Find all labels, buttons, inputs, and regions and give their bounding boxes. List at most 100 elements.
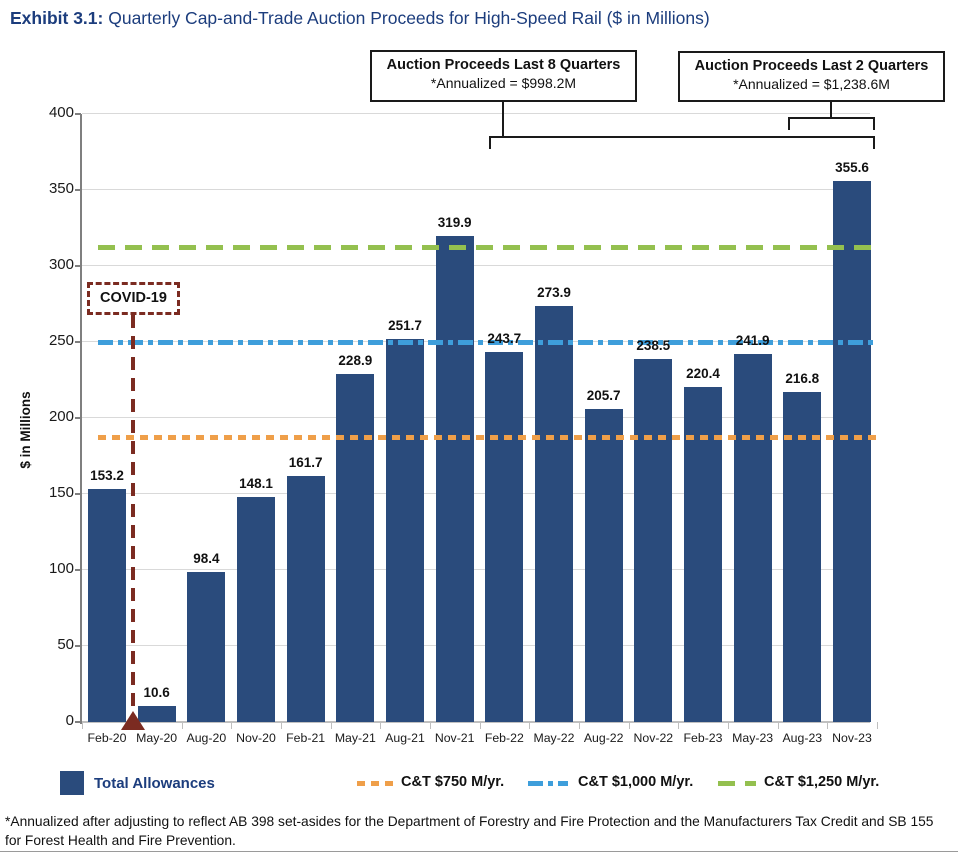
bar-feb-21 <box>286 476 325 722</box>
legend-label-total-allowances: Total Allowances <box>94 775 215 792</box>
ref-line-2 <box>98 245 878 250</box>
y-axis-line <box>80 114 82 724</box>
x-tick-label: May-23 <box>732 731 774 745</box>
x-axis-tick <box>330 722 332 729</box>
bracket-last2-span <box>788 117 875 119</box>
bar-value-label: 216.8 <box>785 371 820 387</box>
y-axis-tick <box>75 113 81 115</box>
legend-swatch-total-allowances <box>60 771 84 795</box>
bar-feb-22 <box>485 351 524 722</box>
bar-value-label: 161.7 <box>288 455 323 471</box>
y-tick-label-50: 50 <box>57 636 74 653</box>
x-tick-label: Aug-23 <box>782 731 823 745</box>
ref-line-1 <box>98 340 878 345</box>
x-tick-label: Nov-21 <box>434 731 475 745</box>
y-axis-tick <box>75 493 81 495</box>
footnote: *Annualized after adjusting to reflect A… <box>5 814 934 848</box>
bar-value-label: 220.4 <box>686 365 720 381</box>
y-axis-tick <box>75 341 81 343</box>
x-tick-label: May-21 <box>334 731 376 745</box>
x-axis-tick <box>877 722 879 729</box>
legend-label-ct-1000: C&T $1,000 M/yr. <box>578 774 694 790</box>
bar-may-20 <box>137 705 176 722</box>
x-axis-tick <box>777 722 779 729</box>
y-tick-label-350: 350 <box>48 180 74 197</box>
bracket-last8-connector <box>502 102 504 137</box>
x-axis-tick <box>678 722 680 729</box>
x-tick-label: Nov-22 <box>633 731 674 745</box>
bar-value-label: 319.9 <box>437 214 472 230</box>
legend-swatch-ct-1000-line <box>528 781 568 786</box>
x-axis-tick <box>529 722 531 729</box>
x-axis-tick <box>281 722 283 729</box>
y-tick-label-150: 150 <box>48 484 74 501</box>
bar-aug-23 <box>783 392 822 722</box>
gridline-400 <box>82 113 870 114</box>
bar-chart-plot-area: 153.2 Feb-20 10.6 May-20 98.4 Aug-20 148.1 Nov-… <box>82 113 888 745</box>
y-tick-label-100: 100 <box>48 560 74 577</box>
covid-19-arrow-marker <box>121 711 145 730</box>
legend-swatch-ct-750-line <box>357 781 393 786</box>
covid-19-annotation-box: COVID-19 <box>87 282 180 315</box>
bar-value-label: 205.7 <box>586 388 621 404</box>
x-tick-label: Feb-23 <box>683 731 723 745</box>
bar-value-label: 251.7 <box>388 318 422 334</box>
annotation-box-last-8-quarters: Auction Proceeds Last 8 Quarters *Annual… <box>370 50 637 102</box>
y-tick-label-400: 400 <box>48 104 74 121</box>
bar-feb-20 <box>88 489 126 722</box>
bar-may-23 <box>733 354 772 722</box>
gridline-100 <box>82 569 870 570</box>
gridline-200 <box>82 417 870 418</box>
gridline-0 <box>82 721 870 723</box>
bar-value-label: 238.5 <box>636 338 671 354</box>
bracket-last8-right-tick <box>873 136 875 149</box>
bar-value-label: 273.9 <box>537 284 571 300</box>
bar-value-label: 241.9 <box>735 333 770 349</box>
bar-value-label: 10.6 <box>143 684 170 700</box>
bar-value-label: 243.7 <box>487 330 522 346</box>
x-tick-label: Feb-22 <box>484 731 524 745</box>
gridline-350 <box>82 189 870 190</box>
gridline-50 <box>82 645 870 646</box>
bar-value-label: 228.9 <box>338 353 373 369</box>
x-tick-label: Feb-21 <box>286 731 326 745</box>
x-axis-tick <box>380 722 382 729</box>
bar-value-label: 98.4 <box>193 551 220 567</box>
y-axis-tick <box>75 417 81 419</box>
bar-may-21 <box>336 374 375 722</box>
legend-swatch-ct-1250-line <box>718 781 756 786</box>
bracket-last2-connector <box>830 102 832 118</box>
y-tick-label-200: 200 <box>48 408 74 425</box>
bar-value-label: 148.1 <box>239 475 273 491</box>
page-title: Exhibit 3.1: Quarterly Cap-and-Trade Auc… <box>10 8 710 29</box>
annotation-last8-line2: *Annualized = $998.2M <box>430 75 577 91</box>
y-axis-tick <box>75 569 81 571</box>
chart-legend: Total Allowances C&T $750 M/yr. C&T $1,0… <box>0 768 960 802</box>
y-axis-tick <box>75 189 81 191</box>
y-tick-label-0: 0 <box>65 712 74 729</box>
bar-aug-21 <box>385 339 424 722</box>
bar-aug-22 <box>584 409 623 722</box>
y-axis-tick <box>75 265 81 267</box>
exhibit-title-text: Quarterly Cap-and-Trade Auction Proceeds… <box>108 8 710 28</box>
gridline-300 <box>82 265 870 266</box>
y-axis-tick <box>75 645 81 647</box>
x-axis-tick <box>728 722 730 729</box>
gridline-150 <box>82 493 870 494</box>
bar-nov-21 <box>435 235 474 722</box>
x-axis-tick <box>82 722 84 729</box>
x-tick-label: Nov-23 <box>832 731 872 745</box>
bracket-last8-span <box>489 136 875 138</box>
x-tick-label: May-20 <box>136 731 178 745</box>
bar-value-label: 355.6 <box>835 160 869 176</box>
annotation-last2-line2: *Annualized = $1,238.6M <box>733 76 890 92</box>
bar-may-22 <box>534 305 573 722</box>
covid-19-dashed-line <box>131 315 135 712</box>
legend-label-ct-1250: C&T $1,250 M/yr. <box>764 774 880 790</box>
x-axis-tick <box>231 722 233 729</box>
bar-value-label: 153.2 <box>90 468 124 484</box>
covid-19-label: COVID-19 <box>100 290 167 306</box>
x-tick-label: Aug-21 <box>385 731 425 745</box>
x-tick-label: May-22 <box>533 731 575 745</box>
bar-nov-23 <box>832 181 871 722</box>
